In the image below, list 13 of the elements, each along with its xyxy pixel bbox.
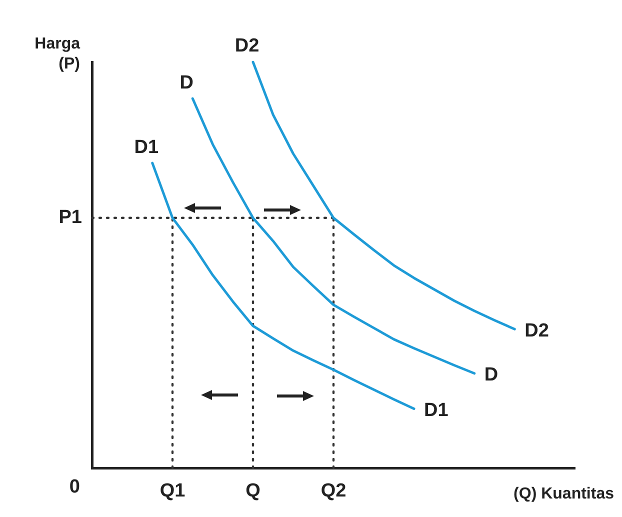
x-tick-label: Q1 <box>160 480 186 502</box>
x-axis-title: (Q) Kuantitas <box>514 485 614 502</box>
text: D1 <box>424 400 448 421</box>
series-label: D <box>180 72 194 94</box>
series-label: D1 <box>134 136 159 158</box>
text: 0 <box>69 476 80 498</box>
x-tick-label: Q <box>246 480 260 502</box>
y-axis-title: Harga (P) <box>34 35 80 72</box>
text: D <box>484 364 498 386</box>
series-label: D2 <box>234 36 260 57</box>
x-tick-label: Q2 <box>320 480 346 502</box>
text: D2 <box>524 320 549 342</box>
ref-line-label: P1 <box>58 207 82 228</box>
